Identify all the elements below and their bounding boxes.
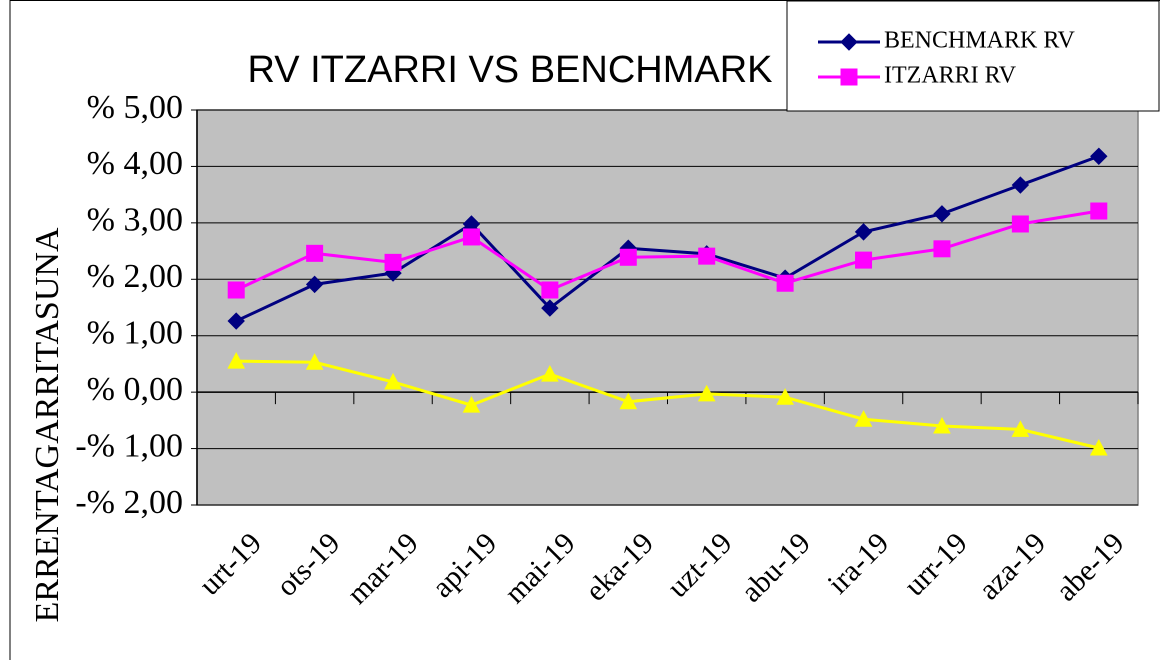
marker bbox=[619, 248, 637, 266]
marker bbox=[933, 240, 951, 258]
marker bbox=[776, 274, 794, 292]
marker bbox=[840, 68, 858, 86]
marker bbox=[854, 410, 873, 427]
marker bbox=[384, 372, 402, 390]
marker bbox=[305, 353, 324, 370]
marker bbox=[227, 312, 245, 330]
marker bbox=[541, 299, 559, 317]
y-tick-label: % 3,00 bbox=[87, 202, 183, 239]
marker bbox=[698, 247, 716, 265]
marker bbox=[1011, 215, 1029, 233]
marker bbox=[854, 223, 873, 241]
legend-label: BENCHMARK RV bbox=[884, 28, 1075, 54]
marker bbox=[1090, 147, 1108, 165]
y-tick-label: -% 1,00 bbox=[75, 427, 183, 464]
marker bbox=[933, 416, 951, 434]
marker bbox=[305, 275, 324, 294]
legend-box bbox=[786, 0, 1160, 112]
marker bbox=[306, 244, 324, 262]
series-line bbox=[236, 359, 1100, 450]
marker bbox=[1090, 202, 1108, 220]
marker bbox=[840, 33, 858, 51]
marker bbox=[462, 228, 480, 246]
marker bbox=[855, 251, 873, 269]
series-line bbox=[235, 209, 1100, 292]
y-tick-label: % 5,00 bbox=[87, 89, 183, 126]
marker bbox=[933, 205, 951, 223]
marker bbox=[541, 365, 559, 382]
marker bbox=[227, 281, 245, 299]
marker bbox=[619, 392, 638, 410]
marker bbox=[1011, 176, 1030, 194]
y-tick-label: % 1,00 bbox=[87, 315, 183, 352]
legend-label: ITZARRI RV bbox=[884, 63, 1017, 89]
marker bbox=[697, 384, 716, 402]
marker bbox=[541, 281, 559, 299]
marker bbox=[1089, 438, 1108, 456]
y-tick-label: % 2,00 bbox=[87, 258, 183, 295]
marker bbox=[462, 396, 481, 413]
y-axis-label: ERRENTAGARRITASUNA bbox=[29, 227, 66, 622]
plot-area bbox=[196, 109, 1139, 506]
y-tick-label: % 0,00 bbox=[87, 371, 183, 408]
y-tick-label: -% 2,00 bbox=[75, 484, 183, 521]
series-line bbox=[235, 154, 1100, 323]
marker bbox=[776, 388, 794, 405]
marker bbox=[227, 352, 246, 369]
y-tick-label: % 4,00 bbox=[87, 145, 183, 182]
marker bbox=[1011, 420, 1030, 437]
marker bbox=[384, 253, 402, 271]
chart-title: RV ITZARRI VS BENCHMARK bbox=[247, 49, 772, 91]
